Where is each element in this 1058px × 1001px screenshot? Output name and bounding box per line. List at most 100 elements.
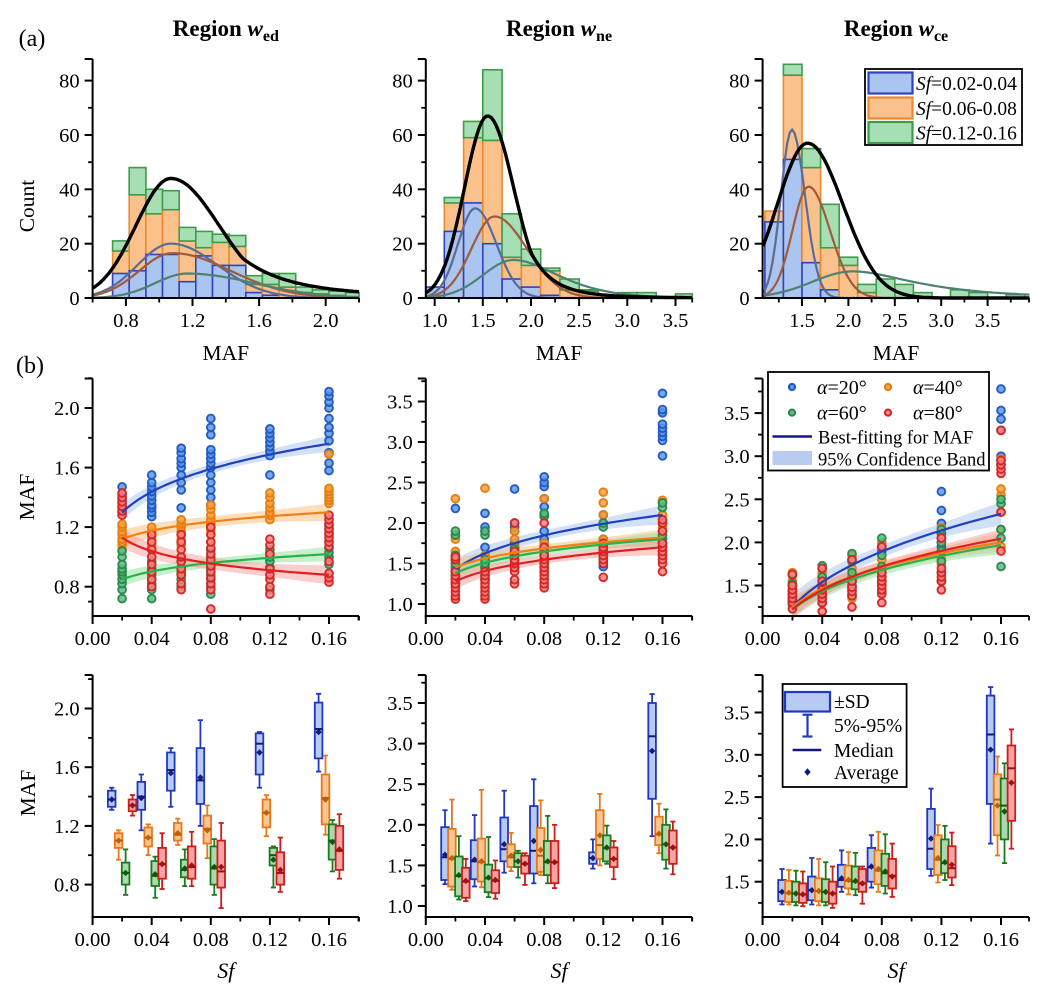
svg-text:2.5: 2.5 [566,310,592,332]
svg-text:0.12: 0.12 [585,929,621,951]
svg-text:(a): (a) [19,26,46,52]
svg-text:α=80°: α=80° [913,403,963,425]
svg-text:0.16: 0.16 [645,628,681,650]
svg-text:0.08: 0.08 [864,929,900,951]
svg-text:2.5: 2.5 [387,473,413,495]
svg-text:80: 80 [729,71,750,93]
svg-text:α=20°: α=20° [817,377,867,399]
svg-text:1.5: 1.5 [724,576,750,598]
svg-text:3.0: 3.0 [387,734,413,756]
svg-text:0.00: 0.00 [408,628,444,650]
svg-text:0.8: 0.8 [54,875,80,897]
svg-text:40: 40 [59,179,80,201]
svg-text:0.12: 0.12 [923,929,959,951]
svg-text:3.0: 3.0 [387,432,413,454]
svg-text:0.8: 0.8 [54,577,80,599]
svg-text:0.00: 0.00 [75,628,111,650]
svg-text:1.5: 1.5 [387,855,413,877]
svg-text:0: 0 [69,288,79,310]
svg-text:0.16: 0.16 [645,929,681,951]
svg-text:1.5: 1.5 [789,310,815,332]
svg-text:Count: Count [15,180,39,233]
svg-text:0.12: 0.12 [252,929,288,951]
svg-text:MAF: MAF [15,474,39,521]
svg-text:Sf: Sf [550,958,570,983]
svg-text:1.0: 1.0 [387,896,413,918]
svg-text:1.6: 1.6 [54,757,80,779]
svg-text:3.5: 3.5 [975,310,1001,332]
svg-text:60: 60 [59,125,80,147]
svg-text:5%-95%: 5%-95% [834,716,902,737]
svg-text:MAF: MAF [16,770,40,817]
svg-text:Average: Average [834,763,899,784]
svg-text:2.0: 2.0 [387,815,413,837]
svg-text:2.5: 2.5 [724,787,750,809]
svg-text:Region wne: Region wne [506,16,612,45]
svg-text:0.08: 0.08 [864,628,900,650]
svg-text:1.5: 1.5 [724,872,750,894]
svg-text:α=40°: α=40° [913,377,963,399]
svg-text:60: 60 [392,125,413,147]
svg-text:0: 0 [403,288,413,310]
svg-text:1.2: 1.2 [180,310,206,332]
svg-text:0.16: 0.16 [311,929,347,951]
svg-text:3.0: 3.0 [724,446,750,468]
svg-text:1.6: 1.6 [246,310,272,332]
svg-text:0.8: 0.8 [113,310,139,332]
svg-text:95% Confidence Band: 95% Confidence Band [818,451,986,471]
svg-text:1.0: 1.0 [387,594,413,616]
svg-text:0.12: 0.12 [252,628,288,650]
svg-text:Region wce: Region wce [844,16,948,45]
svg-text:40: 40 [392,179,413,201]
svg-text:3.0: 3.0 [724,745,750,767]
svg-text:0.00: 0.00 [75,929,111,951]
svg-text:80: 80 [392,71,413,93]
svg-text:0.00: 0.00 [745,929,781,951]
svg-text:0.04: 0.04 [804,929,840,951]
svg-text:2.0: 2.0 [54,699,80,721]
svg-text:80: 80 [59,71,80,93]
svg-text:1.5: 1.5 [387,554,413,576]
svg-text:20: 20 [59,234,80,256]
svg-text:3.0: 3.0 [928,310,954,332]
svg-text:0.08: 0.08 [193,628,229,650]
svg-text:2.0: 2.0 [518,310,544,332]
svg-text:40: 40 [729,179,750,201]
svg-text:0.16: 0.16 [311,628,347,650]
svg-text:0.08: 0.08 [526,628,562,650]
svg-text:1.0: 1.0 [422,310,448,332]
svg-text:1.2: 1.2 [54,517,80,539]
svg-text:20: 20 [729,234,750,256]
svg-text:2.0: 2.0 [836,310,862,332]
svg-text:3.5: 3.5 [663,310,689,332]
svg-text:Sf: Sf [887,958,907,983]
svg-text:3.0: 3.0 [614,310,640,332]
svg-text:MAF: MAF [873,341,920,365]
svg-text:Best-fitting for MAF: Best-fitting for MAF [818,429,973,449]
svg-text:3.5: 3.5 [724,403,750,425]
svg-text:Sf=0.12-0.16: Sf=0.12-0.16 [916,124,1017,145]
svg-text:Sf=0.06-0.08: Sf=0.06-0.08 [916,99,1017,120]
svg-text:0.12: 0.12 [585,628,621,650]
svg-text:0.08: 0.08 [526,929,562,951]
svg-text:0.16: 0.16 [983,929,1019,951]
svg-text:0.00: 0.00 [745,628,781,650]
svg-text:2.0: 2.0 [724,829,750,851]
svg-text:2.0: 2.0 [724,532,750,554]
svg-text:2.5: 2.5 [882,310,908,332]
svg-text:2.0: 2.0 [387,513,413,535]
svg-text:0.04: 0.04 [467,628,503,650]
svg-text:2.0: 2.0 [313,310,339,332]
svg-text:3.5: 3.5 [387,693,413,715]
svg-text:0.04: 0.04 [134,628,170,650]
svg-text:2.5: 2.5 [724,489,750,511]
svg-text:1.2: 1.2 [54,816,80,838]
svg-text:0.12: 0.12 [923,628,959,650]
svg-text:1.5: 1.5 [470,310,496,332]
svg-text:Region wed: Region wed [173,16,279,45]
svg-text:Median: Median [834,741,894,762]
svg-text:0: 0 [739,288,749,310]
svg-text:Sf=0.02-0.04: Sf=0.02-0.04 [916,74,1017,95]
svg-text:0.04: 0.04 [804,628,840,650]
svg-text:0.04: 0.04 [134,929,170,951]
